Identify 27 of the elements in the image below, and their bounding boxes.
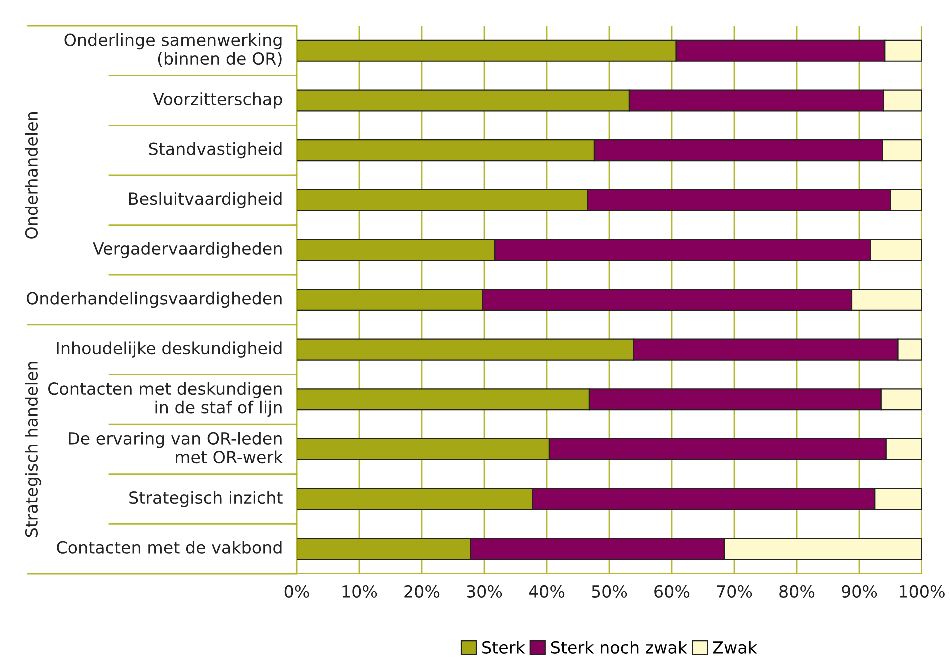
legend-label: Sterk noch zwak [551,641,688,654]
x-tick-label: 10% [342,585,378,598]
legend-label: Zwak [713,641,758,654]
y-tick-label: De ervaring van OR-leden met OR-werk [69,432,284,464]
y-tick-label: Standvastigheid [149,142,282,159]
y-tick-label: Strategisch inzicht [130,491,283,508]
y-tick-label: Onderhandelingsvaardigheden [26,292,282,308]
x-tick-label: 50% [592,585,628,598]
text: Strategisch handelen [25,362,42,538]
y-tick-label: Inhoudelijke deskundigheid [57,342,282,358]
x-tick-label: 100% [900,585,945,598]
x-tick-label: 20% [404,585,440,598]
y-tick-label: Onderlinge samenwerking (binnen de OR) [64,34,282,68]
x-tick-label: 80% [780,585,815,598]
x-tick-label: 70% [717,585,752,598]
x-tick-label: 0% [284,585,310,598]
x-tick-label: 90% [842,585,878,598]
y-tick-label: Vergadervaardigheden [93,242,282,258]
x-tick-label: 60% [654,585,690,598]
x-tick-label: 30% [467,585,502,598]
x-tick-label: 40% [529,585,565,598]
y-tick-label: Besluitvaardigheid [129,192,282,208]
text: Onderhandelen [25,112,38,239]
y-tick-label: Contacten met de vakbond [57,541,282,554]
y-tick-label: Voorzitterschap [153,92,282,109]
y-tick-label: Contacten met deskundigen in de staf of lijn [48,382,282,418]
legend-label: Sterk [482,641,526,654]
